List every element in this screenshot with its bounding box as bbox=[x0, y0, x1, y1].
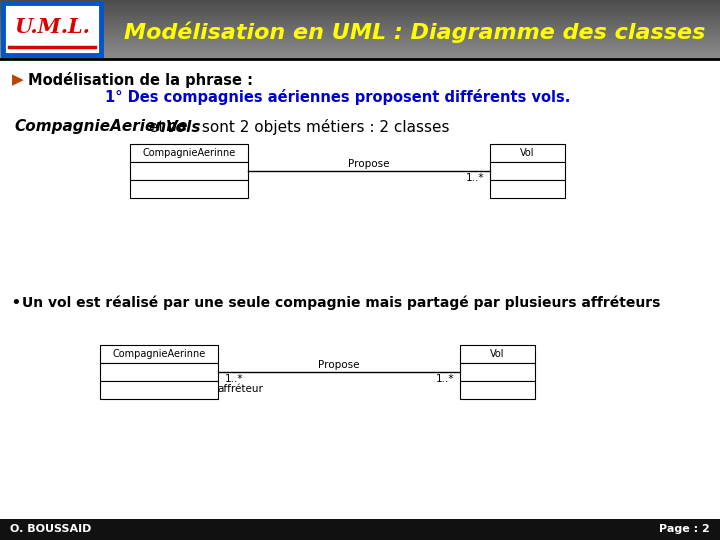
Bar bbox=[0, 42, 720, 44]
Bar bbox=[490, 180, 565, 198]
Text: •: • bbox=[10, 294, 21, 312]
Bar bbox=[130, 144, 248, 162]
Bar bbox=[0, 21, 720, 23]
Bar bbox=[0, 3, 720, 5]
Bar bbox=[130, 180, 248, 198]
Text: 1° Des compagnies aériennes proposent différents vols.: 1° Des compagnies aériennes proposent di… bbox=[105, 89, 570, 105]
Bar bbox=[0, 16, 720, 18]
Bar bbox=[0, 10, 720, 12]
Bar bbox=[0, 6, 720, 8]
Text: CompagnieAerinne: CompagnieAerinne bbox=[143, 148, 235, 158]
Bar bbox=[490, 162, 565, 180]
Text: 1..*: 1..* bbox=[225, 374, 243, 384]
Text: Page : 2: Page : 2 bbox=[660, 524, 710, 535]
Bar bbox=[0, 44, 720, 46]
Bar bbox=[0, 29, 720, 31]
Text: sont 2 objets métiers : 2 classes: sont 2 objets métiers : 2 classes bbox=[197, 119, 449, 135]
Bar bbox=[460, 345, 535, 363]
Text: et: et bbox=[144, 119, 169, 134]
Bar bbox=[0, 39, 720, 42]
Text: O. BOUSSAID: O. BOUSSAID bbox=[10, 524, 91, 535]
Bar bbox=[100, 381, 218, 399]
Bar bbox=[490, 144, 565, 162]
Text: U.M.L.: U.M.L. bbox=[14, 17, 90, 37]
Bar bbox=[460, 381, 535, 399]
Bar bbox=[0, 57, 720, 59]
Text: Propose: Propose bbox=[348, 159, 390, 169]
Text: Un vol est réalisé par une seule compagnie mais partagé par plusieurs affréteurs: Un vol est réalisé par une seule compagn… bbox=[22, 296, 660, 310]
Bar bbox=[0, 9, 720, 11]
Text: Vol: Vol bbox=[490, 349, 505, 359]
Text: Modélisation de la phrase :: Modélisation de la phrase : bbox=[28, 72, 253, 88]
Bar bbox=[0, 19, 720, 21]
Bar bbox=[0, 0, 720, 3]
Bar bbox=[0, 13, 720, 16]
Bar bbox=[0, 40, 720, 43]
Text: Vols: Vols bbox=[166, 119, 202, 134]
Bar bbox=[0, 22, 720, 24]
Bar bbox=[0, 519, 720, 540]
Bar bbox=[0, 11, 720, 14]
Bar bbox=[0, 38, 720, 40]
Bar bbox=[0, 15, 720, 17]
Text: Vol: Vol bbox=[521, 148, 535, 158]
Bar bbox=[0, 23, 720, 26]
Bar bbox=[0, 35, 720, 37]
Bar bbox=[0, 2, 720, 4]
Bar bbox=[100, 363, 218, 381]
Bar bbox=[0, 33, 720, 36]
Bar bbox=[100, 345, 218, 363]
Bar bbox=[460, 363, 535, 381]
Text: affréteur: affréteur bbox=[217, 384, 263, 394]
Text: Propose: Propose bbox=[318, 360, 360, 370]
Bar bbox=[0, 52, 720, 55]
Text: 1..*: 1..* bbox=[466, 173, 485, 183]
Text: 1..*: 1..* bbox=[436, 374, 454, 384]
Bar bbox=[0, 26, 720, 29]
Text: CompagnieAerinne: CompagnieAerinne bbox=[112, 349, 206, 359]
Bar bbox=[0, 49, 720, 52]
Bar bbox=[0, 51, 720, 53]
Bar bbox=[3, 3, 101, 55]
Bar bbox=[0, 7, 720, 10]
Text: Modélisation en UML : Diagramme des classes: Modélisation en UML : Diagramme des clas… bbox=[125, 21, 706, 43]
Bar bbox=[0, 36, 720, 39]
Bar bbox=[0, 53, 720, 56]
Bar bbox=[0, 48, 720, 50]
Bar bbox=[0, 46, 720, 49]
Text: CompagnieAerienne: CompagnieAerienne bbox=[14, 119, 187, 134]
Bar bbox=[0, 4, 720, 7]
Bar bbox=[0, 28, 720, 30]
Bar bbox=[0, 55, 720, 58]
Bar bbox=[0, 32, 720, 35]
Bar bbox=[0, 30, 720, 33]
Text: ▶: ▶ bbox=[12, 72, 24, 87]
Bar bbox=[130, 162, 248, 180]
Bar bbox=[0, 17, 720, 20]
Bar bbox=[0, 45, 720, 48]
Bar bbox=[0, 25, 720, 27]
